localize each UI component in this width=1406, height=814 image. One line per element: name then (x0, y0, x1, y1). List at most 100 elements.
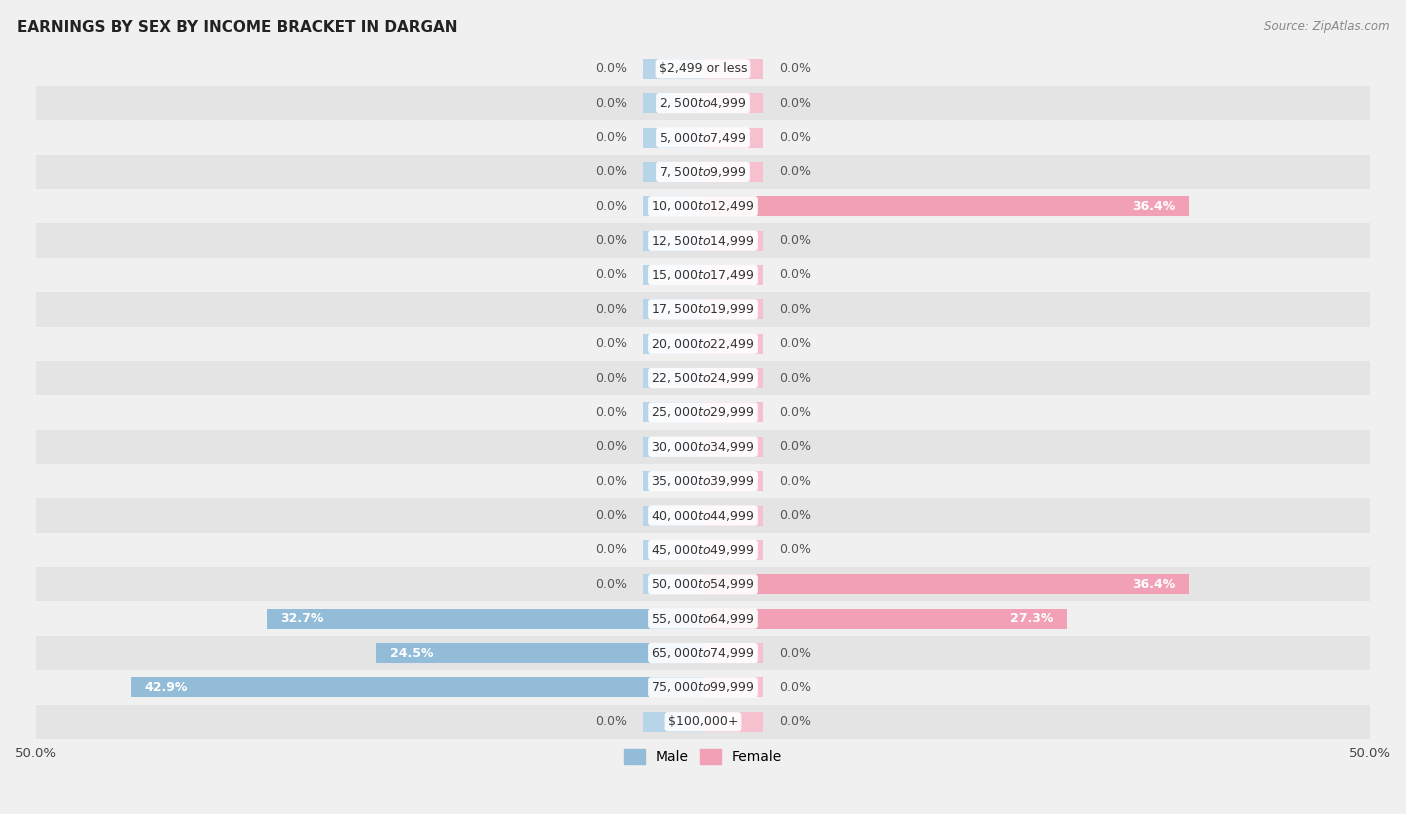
Text: 0.0%: 0.0% (779, 371, 811, 384)
Text: $25,000 to $29,999: $25,000 to $29,999 (651, 405, 755, 419)
Text: 0.0%: 0.0% (779, 475, 811, 488)
Text: $45,000 to $49,999: $45,000 to $49,999 (651, 543, 755, 557)
Text: 0.0%: 0.0% (779, 406, 811, 419)
Bar (703, 128, 763, 147)
Text: 0.0%: 0.0% (595, 303, 627, 316)
Bar (37, 155, 1369, 189)
Text: 0.0%: 0.0% (595, 63, 627, 76)
Text: 0.0%: 0.0% (595, 97, 627, 110)
Bar (37, 86, 1369, 120)
Bar (37, 498, 1369, 532)
Bar (643, 59, 703, 79)
Text: 0.0%: 0.0% (595, 578, 627, 591)
Text: 0.0%: 0.0% (595, 199, 627, 212)
Bar (643, 402, 703, 422)
Bar (37, 326, 1369, 361)
Text: $100,000+: $100,000+ (668, 716, 738, 729)
Text: Source: ZipAtlas.com: Source: ZipAtlas.com (1264, 20, 1389, 33)
Bar (643, 334, 703, 354)
Bar (37, 636, 1369, 670)
Bar (643, 196, 703, 217)
Bar (703, 437, 763, 457)
Bar (703, 575, 1188, 594)
Text: $35,000 to $39,999: $35,000 to $39,999 (651, 475, 755, 488)
Text: 0.0%: 0.0% (779, 97, 811, 110)
Text: $2,500 to $4,999: $2,500 to $4,999 (659, 96, 747, 110)
Bar (703, 59, 763, 79)
Bar (37, 292, 1369, 326)
Bar (703, 300, 763, 319)
Text: $65,000 to $74,999: $65,000 to $74,999 (651, 646, 755, 660)
Bar (37, 567, 1369, 602)
Text: $30,000 to $34,999: $30,000 to $34,999 (651, 440, 755, 454)
Bar (703, 162, 763, 182)
Bar (703, 265, 763, 285)
Bar (37, 51, 1369, 86)
Text: $22,500 to $24,999: $22,500 to $24,999 (651, 371, 755, 385)
Text: 0.0%: 0.0% (595, 716, 627, 729)
Bar (37, 602, 1369, 636)
Text: 0.0%: 0.0% (595, 509, 627, 522)
Bar (703, 609, 1067, 628)
Bar (643, 711, 703, 732)
Bar (37, 430, 1369, 464)
Bar (703, 505, 763, 526)
Bar (37, 258, 1369, 292)
Bar (643, 94, 703, 113)
Bar (703, 540, 763, 560)
Text: 0.0%: 0.0% (779, 165, 811, 178)
Legend: Male, Female: Male, Female (619, 744, 787, 770)
Bar (643, 265, 703, 285)
Text: 0.0%: 0.0% (595, 269, 627, 282)
Bar (703, 677, 763, 698)
Text: $15,000 to $17,499: $15,000 to $17,499 (651, 268, 755, 282)
Text: $12,500 to $14,999: $12,500 to $14,999 (651, 234, 755, 247)
Text: $17,500 to $19,999: $17,500 to $19,999 (651, 302, 755, 317)
Text: 0.0%: 0.0% (779, 131, 811, 144)
Text: 24.5%: 24.5% (389, 646, 433, 659)
Text: 0.0%: 0.0% (779, 303, 811, 316)
Text: 0.0%: 0.0% (779, 509, 811, 522)
Text: $2,499 or less: $2,499 or less (659, 63, 747, 76)
Text: 0.0%: 0.0% (595, 131, 627, 144)
Text: $75,000 to $99,999: $75,000 to $99,999 (651, 681, 755, 694)
Bar (703, 368, 763, 388)
Bar (37, 464, 1369, 498)
Bar (643, 540, 703, 560)
Bar (703, 711, 763, 732)
Text: 0.0%: 0.0% (595, 544, 627, 557)
Text: 32.7%: 32.7% (280, 612, 323, 625)
Bar (643, 437, 703, 457)
Text: 0.0%: 0.0% (595, 165, 627, 178)
Text: 0.0%: 0.0% (595, 440, 627, 453)
Text: 0.0%: 0.0% (779, 681, 811, 694)
Text: $10,000 to $12,499: $10,000 to $12,499 (651, 199, 755, 213)
Bar (37, 670, 1369, 705)
Bar (703, 230, 763, 251)
Text: $5,000 to $7,499: $5,000 to $7,499 (659, 130, 747, 145)
Text: $7,500 to $9,999: $7,500 to $9,999 (659, 165, 747, 179)
Text: 0.0%: 0.0% (779, 646, 811, 659)
Text: $50,000 to $54,999: $50,000 to $54,999 (651, 577, 755, 591)
Text: $55,000 to $64,999: $55,000 to $64,999 (651, 611, 755, 626)
Bar (643, 162, 703, 182)
Text: 0.0%: 0.0% (779, 544, 811, 557)
Bar (643, 575, 703, 594)
Bar (37, 396, 1369, 430)
Bar (703, 94, 763, 113)
Text: EARNINGS BY SEX BY INCOME BRACKET IN DARGAN: EARNINGS BY SEX BY INCOME BRACKET IN DAR… (17, 20, 457, 35)
Bar (643, 300, 703, 319)
Text: 0.0%: 0.0% (595, 371, 627, 384)
Text: 0.0%: 0.0% (595, 406, 627, 419)
Text: 0.0%: 0.0% (779, 269, 811, 282)
Bar (703, 643, 763, 663)
Bar (37, 120, 1369, 155)
Text: 0.0%: 0.0% (779, 234, 811, 247)
Text: 36.4%: 36.4% (1132, 199, 1175, 212)
Text: 0.0%: 0.0% (595, 234, 627, 247)
Text: 0.0%: 0.0% (779, 716, 811, 729)
Text: 42.9%: 42.9% (143, 681, 187, 694)
Bar (267, 609, 703, 628)
Bar (643, 128, 703, 147)
Bar (643, 230, 703, 251)
